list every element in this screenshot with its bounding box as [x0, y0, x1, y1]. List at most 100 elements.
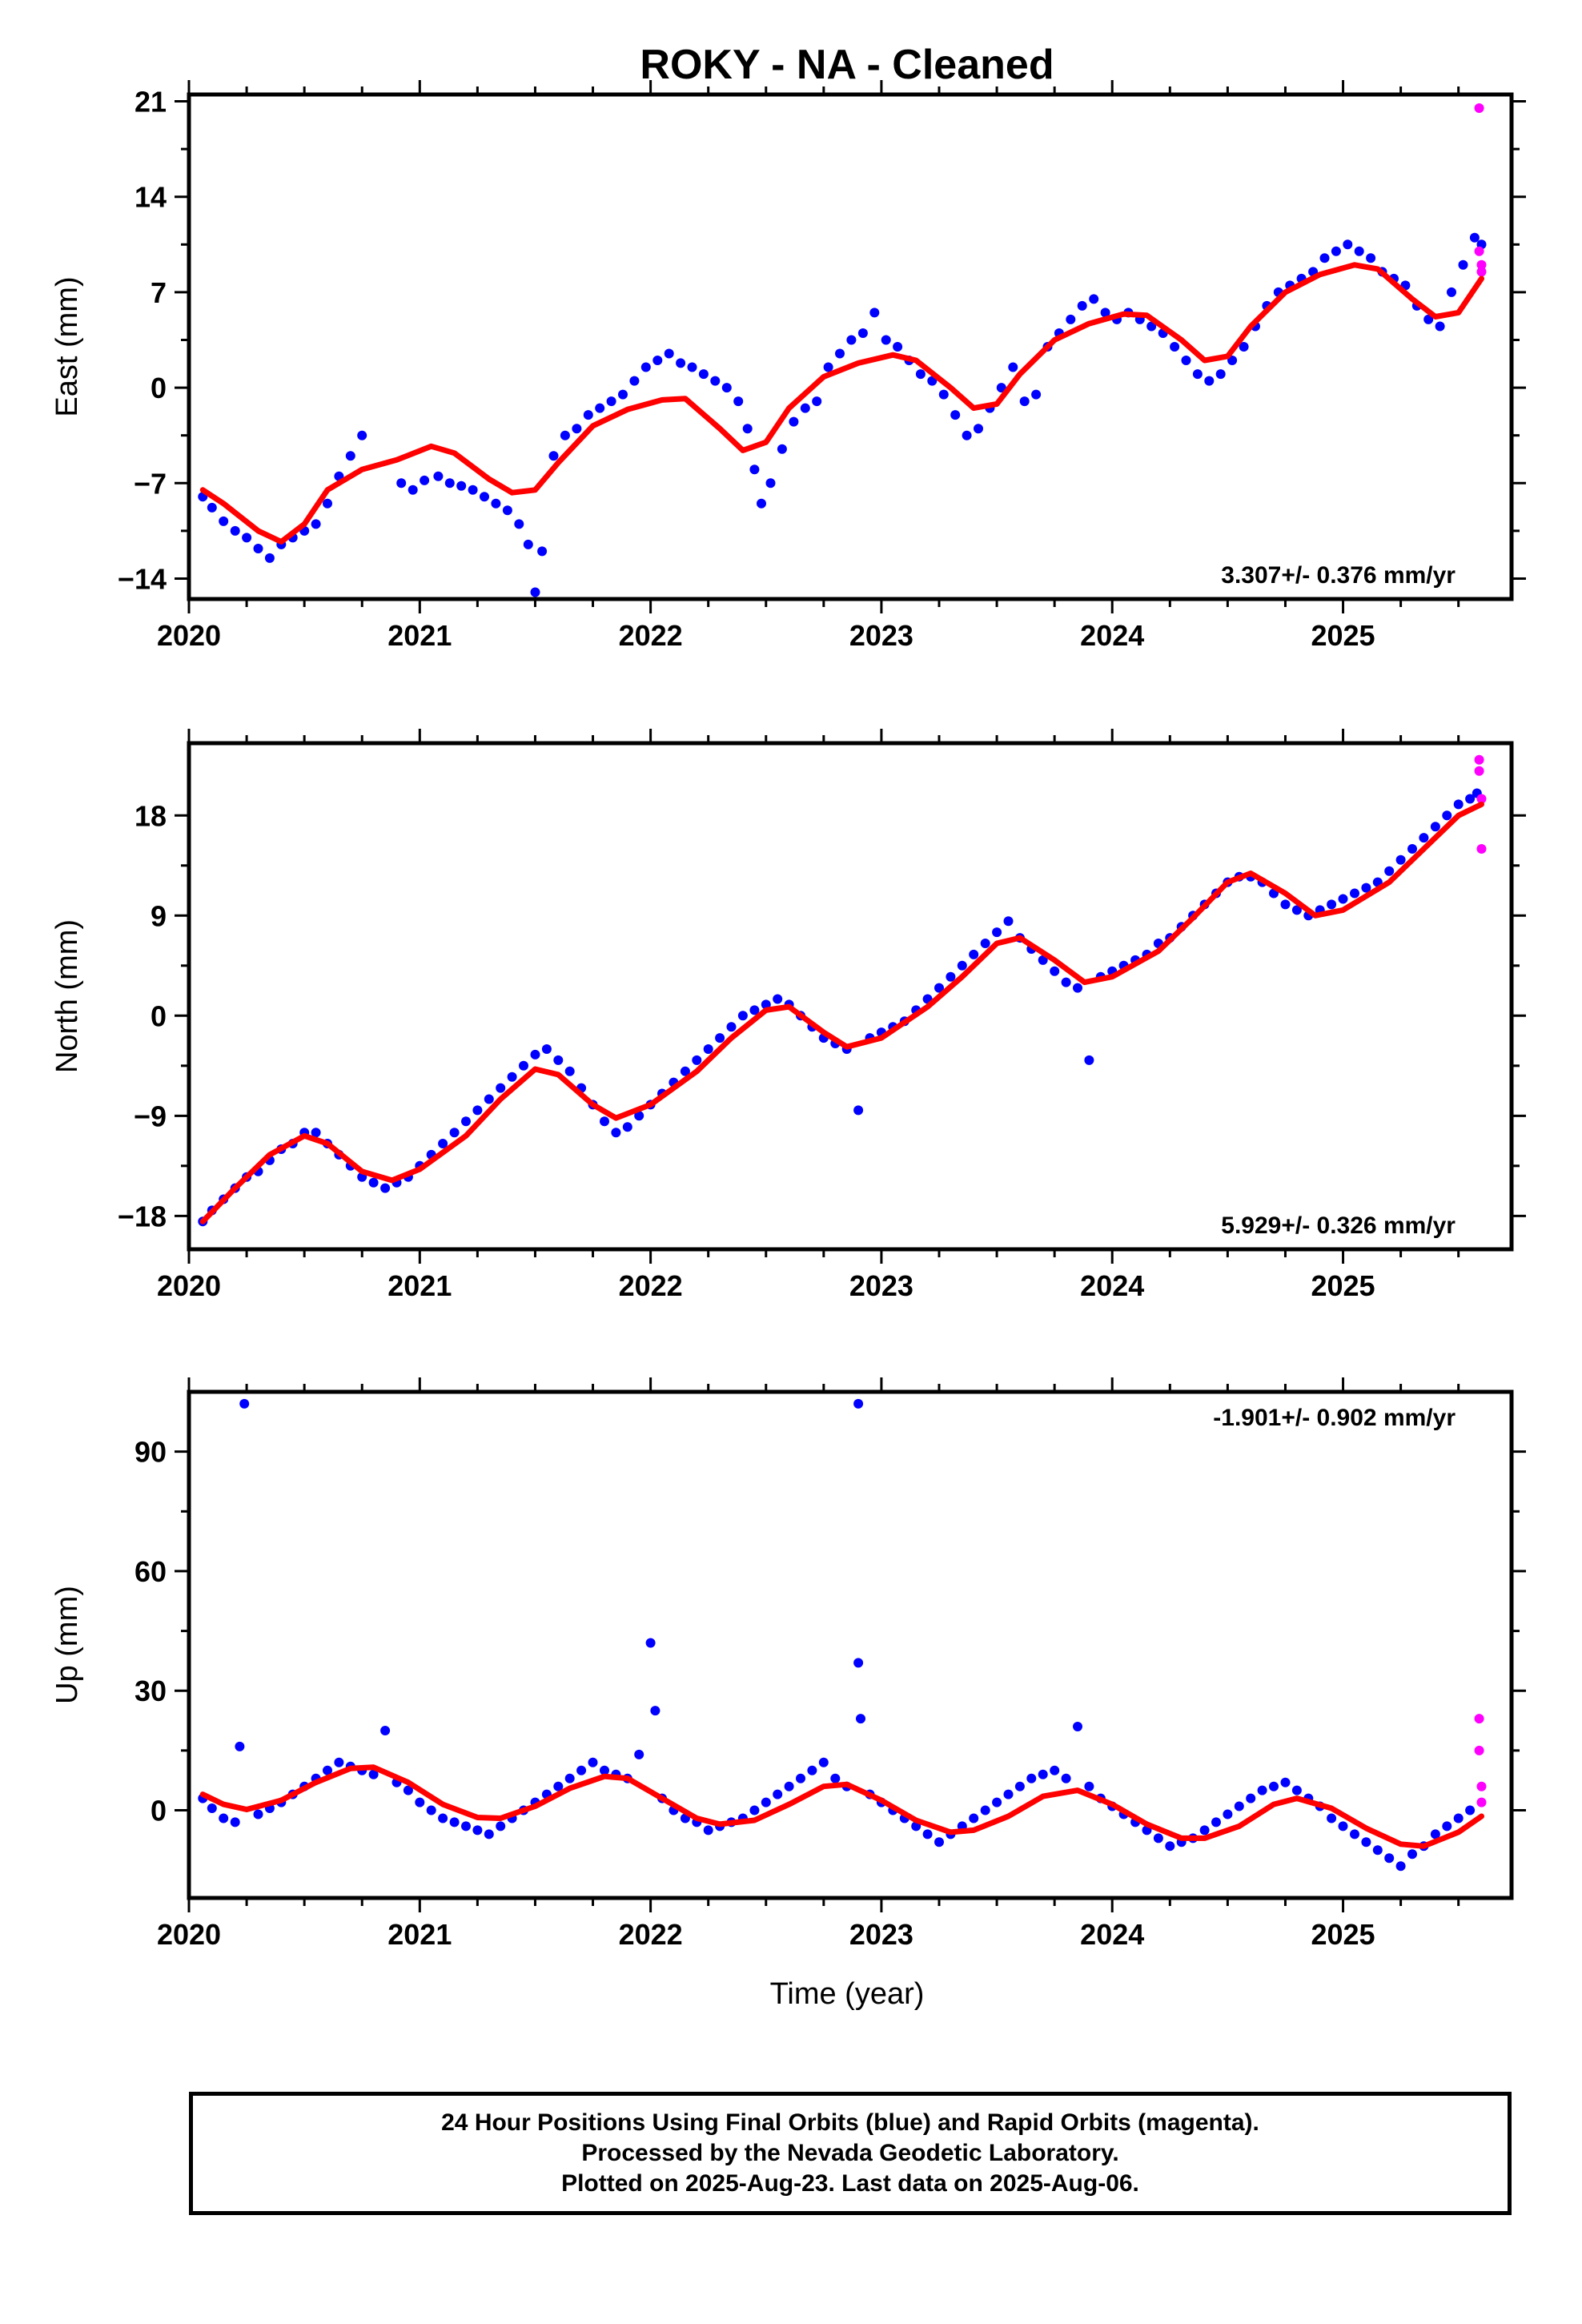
final-orbit-point [1338, 894, 1348, 904]
x-tick-label: 2025 [1311, 619, 1375, 652]
final-orbit-point [1234, 1801, 1244, 1811]
final-orbit-point [484, 1094, 494, 1104]
final-orbit-point [796, 1773, 805, 1783]
final-orbit-point [818, 1757, 829, 1767]
final-orbit-point [242, 533, 252, 543]
final-orbit-point [530, 587, 540, 597]
final-orbit-point [449, 1128, 460, 1138]
final-orbit-point [219, 516, 229, 526]
final-orbit-point [784, 1781, 794, 1791]
chart-title: ROKY - NA - Cleaned [640, 42, 1054, 88]
final-orbit-point [757, 498, 766, 509]
final-orbit-point [1073, 983, 1082, 993]
final-orbit-point [962, 430, 972, 440]
final-orbit-point [645, 1638, 656, 1648]
rapid-orbit-point [1476, 1781, 1487, 1791]
y-tick-label: 0 [151, 999, 167, 1032]
final-orbit-point [1469, 232, 1480, 243]
final-orbit-point [881, 335, 891, 345]
final-orbit-point [426, 1805, 436, 1815]
final-orbit-point [514, 519, 524, 529]
final-orbit-point [853, 1105, 864, 1116]
final-orbit-point [946, 971, 956, 982]
final-orbit-point [1003, 1789, 1014, 1799]
final-orbit-point [853, 1658, 864, 1668]
final-orbit-point [856, 1714, 865, 1724]
final-orbit-point [496, 1821, 506, 1831]
x-tick-label: 2025 [1311, 1918, 1375, 1951]
final-orbit-point [853, 1398, 864, 1409]
y-tick-label: −18 [118, 1200, 167, 1232]
final-orbit-point [1223, 1809, 1233, 1819]
x-tick-label: 2022 [619, 619, 683, 652]
final-orbit-point [992, 1797, 1002, 1807]
final-orbit-point [1338, 1821, 1348, 1831]
final-orbit-point [957, 960, 967, 971]
final-orbit-point [1246, 1793, 1256, 1803]
final-orbit-point [380, 1726, 391, 1735]
final-orbit-point [553, 1055, 564, 1065]
final-orbit-point [403, 1785, 413, 1795]
final-orbit-point [1465, 794, 1476, 804]
final-orbit-point [560, 430, 570, 440]
final-orbit-point [438, 1139, 448, 1148]
y-axis-label: North (mm) [50, 919, 84, 1073]
footer-line-1: 24 Hour Positions Using Final Orbits (bl… [441, 2109, 1259, 2136]
final-orbit-point [502, 505, 512, 516]
rapid-orbit-point [1476, 844, 1487, 854]
x-tick-label: 2023 [849, 1918, 913, 1951]
final-orbit-point [1327, 899, 1337, 910]
final-orbit-point [1066, 314, 1076, 324]
x-tick-label: 2022 [619, 1269, 683, 1302]
final-orbit-point [553, 1781, 564, 1791]
final-orbit-point [264, 553, 275, 563]
final-orbit-point [1239, 342, 1249, 352]
final-orbit-point [996, 383, 1006, 393]
final-orbit-point [800, 403, 810, 413]
final-orbit-point [1073, 1722, 1082, 1731]
final-orbit-point [219, 1813, 229, 1823]
final-orbit-point [1458, 259, 1468, 270]
final-orbit-point [1061, 977, 1071, 987]
final-orbit-point [835, 348, 845, 359]
rate-label: 5.929+/- 0.326 mm/yr [1221, 1212, 1456, 1239]
final-orbit-point [1453, 1813, 1464, 1823]
final-orbit-point [396, 478, 407, 489]
final-orbit-point [1257, 1785, 1267, 1795]
final-orbit-point [345, 451, 355, 461]
final-orbit-point [1350, 1829, 1359, 1839]
final-orbit-point [456, 480, 467, 491]
final-orbit-point [1077, 300, 1087, 311]
rapid-orbit-point [1474, 1745, 1484, 1755]
final-orbit-point [207, 1803, 217, 1813]
final-orbit-point [1050, 966, 1060, 976]
final-orbit-point [1153, 1833, 1163, 1844]
final-orbit-point [1170, 342, 1180, 352]
final-orbit-point [323, 498, 332, 509]
data-layer [198, 754, 1487, 1227]
final-orbit-point [869, 308, 880, 318]
final-orbit-point [523, 539, 533, 549]
final-orbit-point [408, 485, 418, 495]
model-curve [199, 1764, 1484, 1849]
x-tick-label: 2024 [1080, 1269, 1144, 1302]
final-orbit-point [1084, 1055, 1094, 1065]
final-orbit-point [726, 1022, 737, 1032]
y-tick-label: −7 [134, 467, 167, 500]
final-orbit-point [1199, 1825, 1210, 1835]
final-orbit-point [1192, 369, 1203, 380]
final-orbit-point [634, 1749, 644, 1759]
final-orbit-point [564, 1773, 575, 1783]
rapid-orbit-point [1474, 1714, 1484, 1724]
final-orbit-point [1019, 396, 1030, 407]
final-orbit-point [857, 328, 868, 338]
final-orbit-point [230, 525, 240, 536]
y-axis-label: Up (mm) [50, 1586, 84, 1704]
x-tick-label: 2021 [387, 1918, 452, 1951]
x-tick-label: 2021 [387, 1269, 452, 1302]
final-orbit-point [576, 1765, 587, 1775]
final-orbit-point [773, 1789, 783, 1799]
final-orbit-point [703, 1044, 713, 1054]
final-orbit-point [253, 1809, 263, 1819]
